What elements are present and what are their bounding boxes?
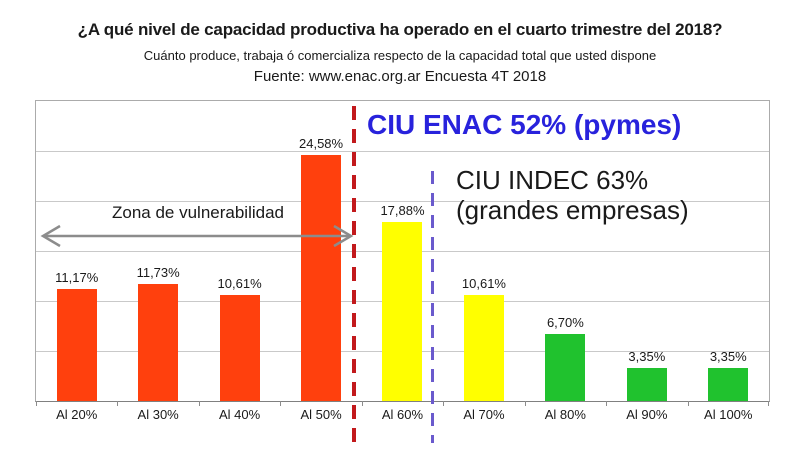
vulnerability-zone-label: Zona de vulnerabilidad bbox=[111, 203, 284, 222]
page-subtitle: Cuánto produce, trabaja ó comercializa r… bbox=[143, 48, 657, 63]
ciu-enac-marker-line bbox=[352, 106, 356, 443]
ciu-indec-line2: (grandes empresas) bbox=[456, 195, 689, 225]
bar-value-label: 11,73% bbox=[136, 264, 180, 280]
bar-value-label: 3,35% bbox=[709, 348, 747, 364]
bar-slot: 10,61% Al 40% bbox=[199, 101, 280, 422]
axis-tick bbox=[524, 401, 526, 406]
x-axis-label: Al 70% bbox=[463, 407, 505, 422]
bar-slot: 3,35% Al 90% bbox=[606, 101, 687, 423]
bar-value-label: 24,58% bbox=[299, 136, 344, 152]
bar-slot: 6,70% Al 80% bbox=[525, 101, 606, 422]
bar-slot: 3,35% Al 100% bbox=[688, 101, 769, 423]
bar bbox=[545, 334, 586, 401]
x-axis-label: Al 80% bbox=[544, 407, 586, 422]
ciu-indec-marker-line bbox=[431, 171, 434, 443]
gridline bbox=[36, 151, 769, 152]
bar-value-label: 3,35% bbox=[628, 348, 666, 364]
bar-value-label: 11,17% bbox=[55, 270, 99, 286]
page-title: ¿A qué nivel de capacidad productiva ha … bbox=[77, 20, 723, 39]
axis-tick bbox=[117, 401, 119, 406]
bar bbox=[463, 294, 504, 401]
axis-tick bbox=[198, 401, 200, 406]
axis-tick bbox=[280, 401, 282, 406]
ciu-indec-line1: CIU INDEC 63% bbox=[456, 165, 649, 195]
bar-value-label: 17,88% bbox=[380, 203, 425, 219]
axis-tick bbox=[36, 401, 37, 406]
x-axis-label: Al 50% bbox=[300, 407, 342, 422]
ciu-indec-label: CIU INDEC 63% (grandes empresas) bbox=[456, 165, 689, 225]
double-arrow-icon bbox=[40, 224, 354, 248]
gridline bbox=[36, 201, 769, 202]
bar bbox=[138, 283, 179, 401]
axis-tick bbox=[361, 401, 363, 406]
x-axis-label: Al 20% bbox=[56, 407, 98, 422]
bar bbox=[56, 289, 97, 401]
bar bbox=[219, 294, 260, 401]
x-axis-label: Al 40% bbox=[218, 407, 261, 422]
bar bbox=[301, 155, 342, 401]
x-axis-label: Al 60% bbox=[381, 407, 424, 422]
bar bbox=[708, 367, 749, 401]
bar-value-label: 10,61% bbox=[217, 275, 262, 291]
axis-tick bbox=[606, 401, 608, 406]
x-axis-label: Al 100% bbox=[704, 407, 753, 422]
bar bbox=[382, 222, 423, 401]
bar-slot: 11,17% Al 20% bbox=[36, 101, 117, 422]
axis-tick bbox=[687, 401, 689, 406]
bar-slot: 17,88% Al 60% bbox=[362, 101, 443, 422]
bar-slot: 10,61% Al 70% bbox=[443, 101, 524, 422]
ciu-enac-label: CIU ENAC 52% (pymes) bbox=[367, 109, 682, 140]
plot-area: 11,17% Al 20% 11,73% Al 30% 10,61% Al 40% 24,5… bbox=[35, 100, 770, 443]
bar-slot: 24,58% Al 50% bbox=[280, 101, 361, 422]
axis-tick bbox=[443, 401, 445, 406]
axis-tick bbox=[768, 401, 769, 406]
source-line: Fuente: www.enac.org.ar Encuesta 4T 2018 bbox=[253, 68, 547, 85]
x-axis-label: Al 30% bbox=[137, 407, 179, 422]
bar-value-label: 10,61% bbox=[461, 275, 506, 291]
x-axis-label: Al 90% bbox=[626, 407, 668, 422]
bar bbox=[626, 367, 667, 401]
bar-value-label: 6,70% bbox=[546, 315, 584, 330]
bar-slot: 11,73% Al 30% bbox=[117, 101, 198, 422]
